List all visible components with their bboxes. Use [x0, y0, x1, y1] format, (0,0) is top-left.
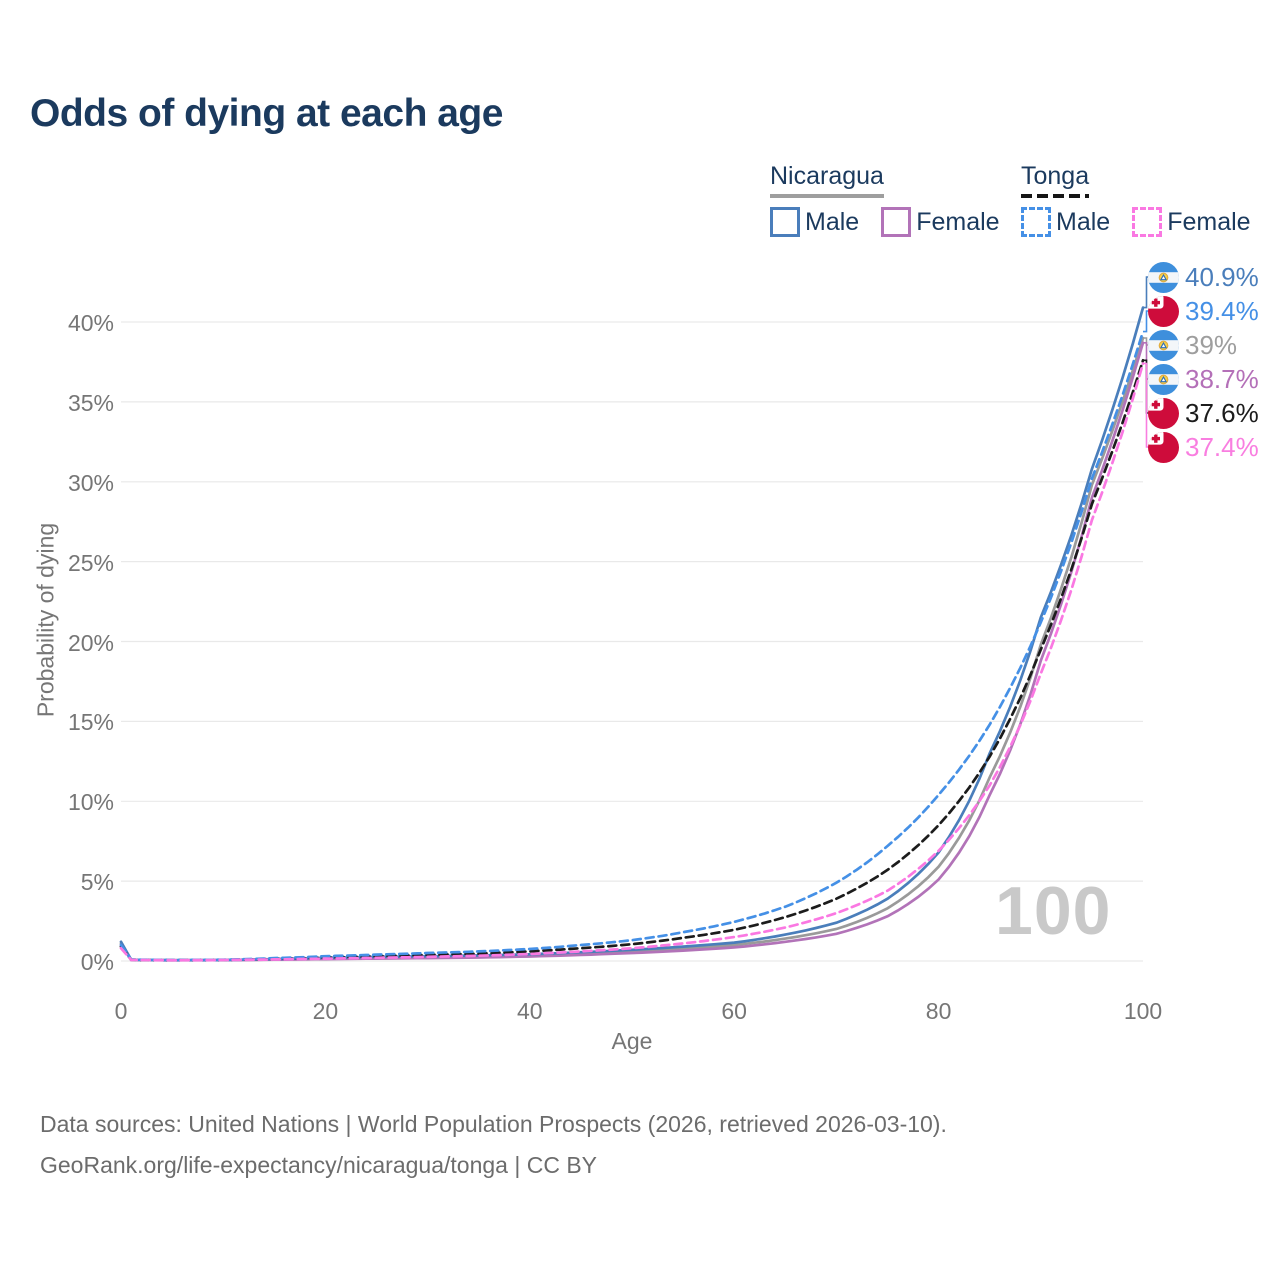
- nicaragua-flag-icon: [1148, 329, 1179, 361]
- end-label-value: 37.6%: [1185, 397, 1259, 428]
- legend-swatch-nicaragua-male: [770, 207, 800, 237]
- end-label-tonga_male: 39.4%: [1148, 295, 1259, 327]
- attribution-line: GeoRank.org/life-expectancy/nicaragua/to…: [40, 1152, 597, 1178]
- legend-country-nicaragua[interactable]: Nicaragua: [770, 162, 884, 198]
- tonga-line-style-swatch: [1021, 194, 1090, 198]
- legend-country-nicaragua-label: Nicaragua: [770, 162, 884, 190]
- end-label-value: 38.7%: [1185, 363, 1259, 394]
- end-label-nicaragua_female: 38.7%: [1148, 363, 1259, 395]
- legend-item-tonga-male[interactable]: Male: [1021, 207, 1110, 237]
- y-tick-label: 5%: [80, 869, 114, 896]
- legend-country-tonga-label: Tonga: [1021, 162, 1090, 190]
- legend-item-nicaragua-male[interactable]: Male: [770, 207, 859, 237]
- legend-item-label: Female: [1167, 207, 1251, 236]
- end-label-nicaragua_total: 39%: [1148, 329, 1238, 361]
- series-line-nicaragua_male[interactable]: [119, 306, 1145, 962]
- x-tick-label: 0: [114, 998, 128, 1024]
- page-title: Odds of dying at each age: [30, 92, 503, 135]
- nicaragua-flag-icon: [1148, 363, 1179, 395]
- nicaragua-flag-icon: [1148, 261, 1179, 293]
- series-line-tonga_total[interactable]: [119, 358, 1145, 962]
- y-tick-label: 30%: [67, 469, 114, 496]
- x-tick-label: 80: [925, 998, 952, 1024]
- x-tick-label: 40: [517, 998, 543, 1024]
- y-tick-label: 35%: [67, 389, 114, 416]
- nicaragua-line-style-swatch: [770, 194, 884, 198]
- tonga-flag-icon: [1148, 397, 1179, 429]
- legend-items-tonga: Male Female: [1021, 207, 1251, 237]
- tonga-flag-icon: [1148, 431, 1179, 463]
- legend-group-nicaragua: Nicaragua Male Female: [770, 162, 1000, 237]
- legend-item-label: Female: [916, 207, 1000, 236]
- end-label-value: 39.4%: [1185, 295, 1259, 326]
- x-tick-label: 100: [1123, 998, 1163, 1024]
- y-tick-label: 10%: [67, 789, 114, 816]
- legend-item-tonga-female[interactable]: Female: [1132, 207, 1251, 237]
- y-tick-label: 15%: [67, 709, 114, 736]
- footer: Data sources: United Nations | World Pop…: [40, 1104, 947, 1186]
- legend-items-nicaragua: Male Female: [770, 207, 1000, 237]
- x-axis-title: Age: [611, 1028, 653, 1054]
- legend-swatch-tonga-female: [1132, 207, 1163, 237]
- tonga-flag-icon: [1148, 295, 1179, 327]
- y-tick-label: 0%: [80, 949, 114, 975]
- data-sources-line: Data sources: United Nations | World Pop…: [40, 1111, 947, 1137]
- series-line-nicaragua_total[interactable]: [119, 336, 1145, 962]
- legend-item-nicaragua-female[interactable]: Female: [881, 207, 1000, 237]
- legend-group-tonga: Tonga Male Female: [1021, 162, 1251, 237]
- y-tick-label: 25%: [67, 549, 114, 576]
- x-tick-label: 20: [312, 998, 339, 1024]
- end-label-value: 40.9%: [1185, 261, 1259, 292]
- legend-country-tonga[interactable]: Tonga: [1021, 162, 1090, 198]
- hover-age-watermark: 100: [995, 873, 1112, 949]
- legend-item-label: Male: [1056, 207, 1111, 236]
- end-label-value: 39%: [1185, 329, 1238, 360]
- end-label-nicaragua_male: 40.9%: [1148, 261, 1259, 293]
- series-line-nicaragua_female[interactable]: [119, 341, 1145, 962]
- x-tick-label: 60: [721, 998, 747, 1024]
- series-line-tonga_female[interactable]: [119, 362, 1145, 962]
- end-label-value: 37.4%: [1185, 431, 1259, 462]
- y-tick-label: 20%: [67, 629, 114, 656]
- legend-swatch-tonga-male: [1021, 207, 1051, 237]
- legend-swatch-nicaragua-female: [881, 207, 912, 237]
- y-tick-label: 40%: [67, 310, 114, 336]
- end-label-tonga_female: 37.4%: [1148, 431, 1259, 463]
- end-label-tonga_total: 37.6%: [1148, 397, 1259, 429]
- series-line-tonga_male[interactable]: [119, 330, 1145, 962]
- legend-item-label: Male: [805, 207, 860, 236]
